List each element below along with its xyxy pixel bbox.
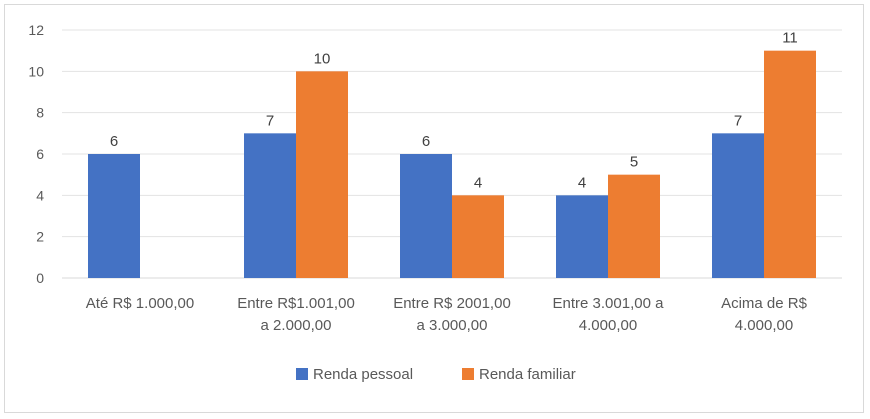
x-category-label: a 3.000,00: [417, 317, 488, 334]
bars: [88, 50, 816, 278]
data-label: 11: [782, 30, 798, 47]
y-tick-label: 4: [36, 187, 44, 203]
data-labels: 6 7 10 6 4 4 5 7 11: [110, 30, 798, 192]
x-category-label: a 2.000,00: [261, 317, 332, 334]
bar-renda-familiar: [608, 174, 660, 278]
legend: Renda pessoal Renda familiar: [296, 366, 576, 383]
x-axis: Até R$ 1.000,00 Entre R$1.001,00 a 2.000,0…: [86, 295, 808, 334]
x-category-label: 4.000,00: [579, 317, 637, 334]
legend-swatch: [296, 368, 308, 380]
y-axis: 0 2 4 6 8 10 12: [28, 22, 44, 286]
x-category-label: Acima de R$: [721, 295, 808, 312]
legend-swatch: [462, 368, 474, 380]
data-label: 4: [578, 174, 586, 191]
x-category-label: Até R$ 1.000,00: [86, 295, 194, 312]
legend-label: Renda pessoal: [313, 366, 413, 383]
bar-renda-pessoal: [556, 195, 608, 278]
bar-renda-pessoal: [400, 154, 452, 278]
bar-renda-familiar: [764, 50, 816, 278]
x-category-label: Entre R$1.001,00: [237, 295, 355, 312]
y-tick-label: 8: [36, 105, 44, 121]
data-label: 10: [314, 50, 331, 67]
y-tick-label: 6: [36, 146, 44, 162]
bar-renda-familiar: [296, 71, 348, 278]
y-tick-label: 10: [28, 63, 44, 79]
y-tick-label: 2: [36, 229, 44, 245]
x-category-label: Entre 3.001,00 a: [553, 295, 665, 312]
y-tick-label: 12: [28, 22, 44, 38]
y-tick-label: 0: [36, 270, 44, 286]
x-category-label: Entre R$ 2001,00: [393, 295, 511, 312]
data-label: 7: [266, 112, 274, 129]
data-label: 5: [630, 154, 638, 171]
bar-renda-pessoal: [712, 133, 764, 278]
data-label: 4: [474, 174, 482, 191]
data-label: 6: [422, 133, 430, 150]
legend-label: Renda familiar: [479, 366, 576, 383]
bar-renda-pessoal: [244, 133, 296, 278]
bar-renda-familiar: [452, 195, 504, 278]
bar-renda-pessoal: [88, 154, 140, 278]
data-label: 6: [110, 133, 118, 150]
x-category-label: 4.000,00: [735, 317, 793, 334]
data-label: 7: [734, 112, 742, 129]
